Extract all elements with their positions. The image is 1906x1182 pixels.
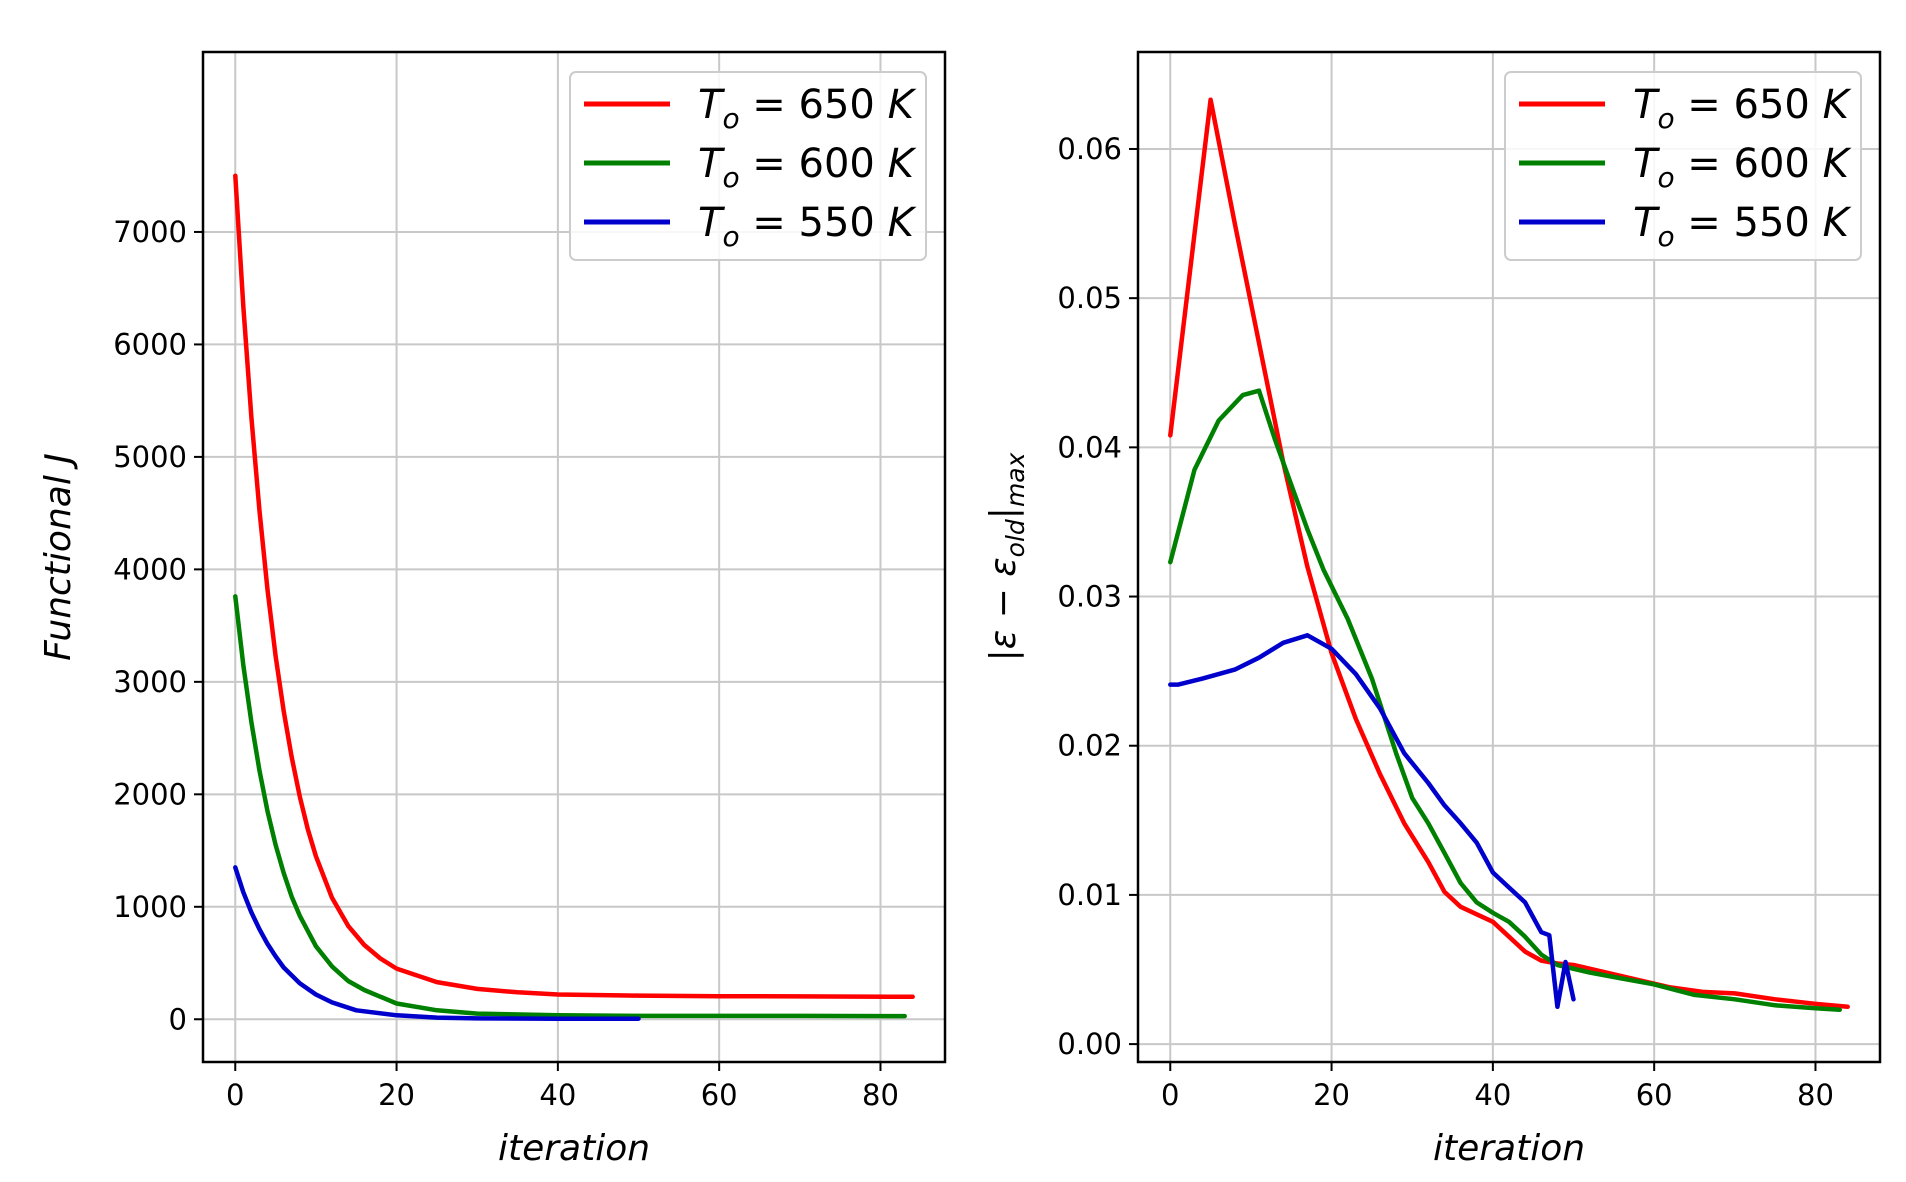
error-y-tick-label: 0.00 <box>1057 1027 1122 1061</box>
error-legend-550k-label: To = 550 K <box>1633 200 1852 253</box>
functional-legend-600k-symbol: T <box>698 141 726 187</box>
functional-legend-650k-unit: K <box>888 82 917 128</box>
error-x-tick-label: 0 <box>1161 1078 1179 1112</box>
functional-series-650k-line <box>233 173 915 1000</box>
error-x-tick-label: 60 <box>1636 1078 1673 1112</box>
functional-y-tick-label: 6000 <box>113 327 187 361</box>
error-panel: 0 20 40 60 80 0.00 0.01 0.02 0.03 0.04 0.05 0.06 i… <box>983 50 1882 1169</box>
functional-y-tick-label: 5000 <box>113 440 187 474</box>
error-legend-550k-unit: K <box>1823 200 1852 246</box>
functional-y-tick-label: 4000 <box>113 552 187 586</box>
error-y-tick-label: 0.02 <box>1057 729 1122 763</box>
error-x-axis-label: iteration <box>1433 1128 1585 1169</box>
error-y-label-part-a: |ε − ε <box>983 557 1024 661</box>
error-series-550k-line <box>1168 633 1576 1010</box>
functional-legend-frame <box>569 71 927 261</box>
error-y-label-sub-old: old <box>1001 519 1030 557</box>
functional-legend-600k-subscript: o <box>722 161 739 194</box>
functional-y-tick-label: 0 <box>169 1002 187 1036</box>
functional-legend-550k-subscript: o <box>722 220 739 253</box>
functional-series-600k-line <box>233 594 907 1019</box>
functional-x-tick-label: 0 <box>226 1078 244 1112</box>
functional-y-tick-label: 7000 <box>113 215 187 249</box>
error-legend-650k-subscript: o <box>1657 102 1674 135</box>
error-legend-650k-unit: K <box>1823 82 1852 128</box>
functional-series <box>233 173 915 1021</box>
functional-legend-600k-label: To = 600 K <box>698 141 917 194</box>
functional-legend-650k-symbol: T <box>698 82 726 128</box>
functional-legend: To = 650 KTo = 600 KTo = 550 K <box>569 71 927 261</box>
error-legend: To = 650 KTo = 600 KTo = 550 K <box>1504 71 1862 261</box>
error-legend-600k-label: To = 600 K <box>1633 141 1852 194</box>
functional-panel: 0 20 40 60 80 01000200030004000500060007000 … <box>38 50 947 1169</box>
functional-x-tick-label: 20 <box>378 1078 415 1112</box>
error-y-tick-label: 0.04 <box>1057 430 1122 464</box>
error-y-tick-label: 0.05 <box>1057 281 1122 315</box>
functional-plot-frame <box>201 50 947 1064</box>
error-series-600k-line <box>1168 388 1842 1013</box>
error-y-tick-label: 0.03 <box>1057 580 1122 614</box>
functional-y-tick-label: 2000 <box>113 777 187 811</box>
functional-legend-650k-subscript: o <box>722 102 739 135</box>
error-y-ticks: 0.00 0.01 0.02 0.03 0.04 0.05 0.06 <box>1057 132 1138 1061</box>
functional-y-ticks: 0 1000 2000 3000 4000 5000 6000 7000 <box>113 215 203 1036</box>
error-y-label-part-b: | <box>983 507 1024 519</box>
functional-y-tick-label: 3000 <box>113 665 187 699</box>
error-legend-550k-symbol: T <box>1633 200 1661 246</box>
functional-y-tick-label: 1000 <box>113 890 187 924</box>
error-series-650k-line <box>1168 97 1850 1010</box>
functional-x-ticks: 0 20 40 60 80 <box>226 1062 899 1112</box>
error-y-tick-label: 0.01 <box>1057 878 1122 912</box>
functional-legend-550k-symbol: T <box>698 200 726 246</box>
error-legend-600k-symbol: T <box>1633 141 1661 187</box>
error-legend-frame <box>1504 71 1862 261</box>
functional-legend-650k-label: To = 650 K <box>698 82 917 135</box>
functional-series-550k-line <box>233 865 641 1021</box>
error-legend-650k-symbol: T <box>1633 82 1661 128</box>
error-x-tick-label: 40 <box>1474 1078 1511 1112</box>
error-legend-550k-subscript: o <box>1657 220 1674 253</box>
error-x-tick-label: 20 <box>1313 1078 1350 1112</box>
error-x-ticks: 0 20 40 60 80 <box>1161 1062 1834 1112</box>
error-legend-600k-unit: K <box>1823 141 1852 187</box>
error-y-label-sub-max: max <box>1001 452 1030 507</box>
error-legend-650k-label: To = 650 K <box>1633 82 1852 135</box>
error-legend-600k-subscript: o <box>1657 161 1674 194</box>
functional-legend-600k-unit: K <box>888 141 917 187</box>
functional-x-axis-label: iteration <box>498 1128 650 1169</box>
functional-x-tick-label: 80 <box>862 1078 899 1112</box>
error-y-tick-label: 0.06 <box>1057 132 1122 166</box>
error-legend-600k-value: = 600 <box>1675 141 1823 187</box>
functional-legend-550k-value: = 550 <box>740 200 888 246</box>
functional-legend-600k-value: = 600 <box>740 141 888 187</box>
functional-x-tick-label: 40 <box>539 1078 576 1112</box>
error-series <box>1168 97 1850 1013</box>
functional-y-axis-label: Functional J <box>38 453 79 661</box>
functional-x-tick-label: 60 <box>701 1078 738 1112</box>
functional-legend-650k-value: = 650 <box>740 82 888 128</box>
functional-legend-550k-unit: K <box>888 200 917 246</box>
functional-legend-550k-label: To = 550 K <box>698 200 917 253</box>
error-plot-frame <box>1136 50 1882 1064</box>
error-legend-550k-value: = 550 <box>1675 200 1823 246</box>
error-y-axis-label: |ε − εold|max <box>983 452 1030 661</box>
error-x-tick-label: 80 <box>1797 1078 1834 1112</box>
error-legend-650k-value: = 650 <box>1675 82 1823 128</box>
